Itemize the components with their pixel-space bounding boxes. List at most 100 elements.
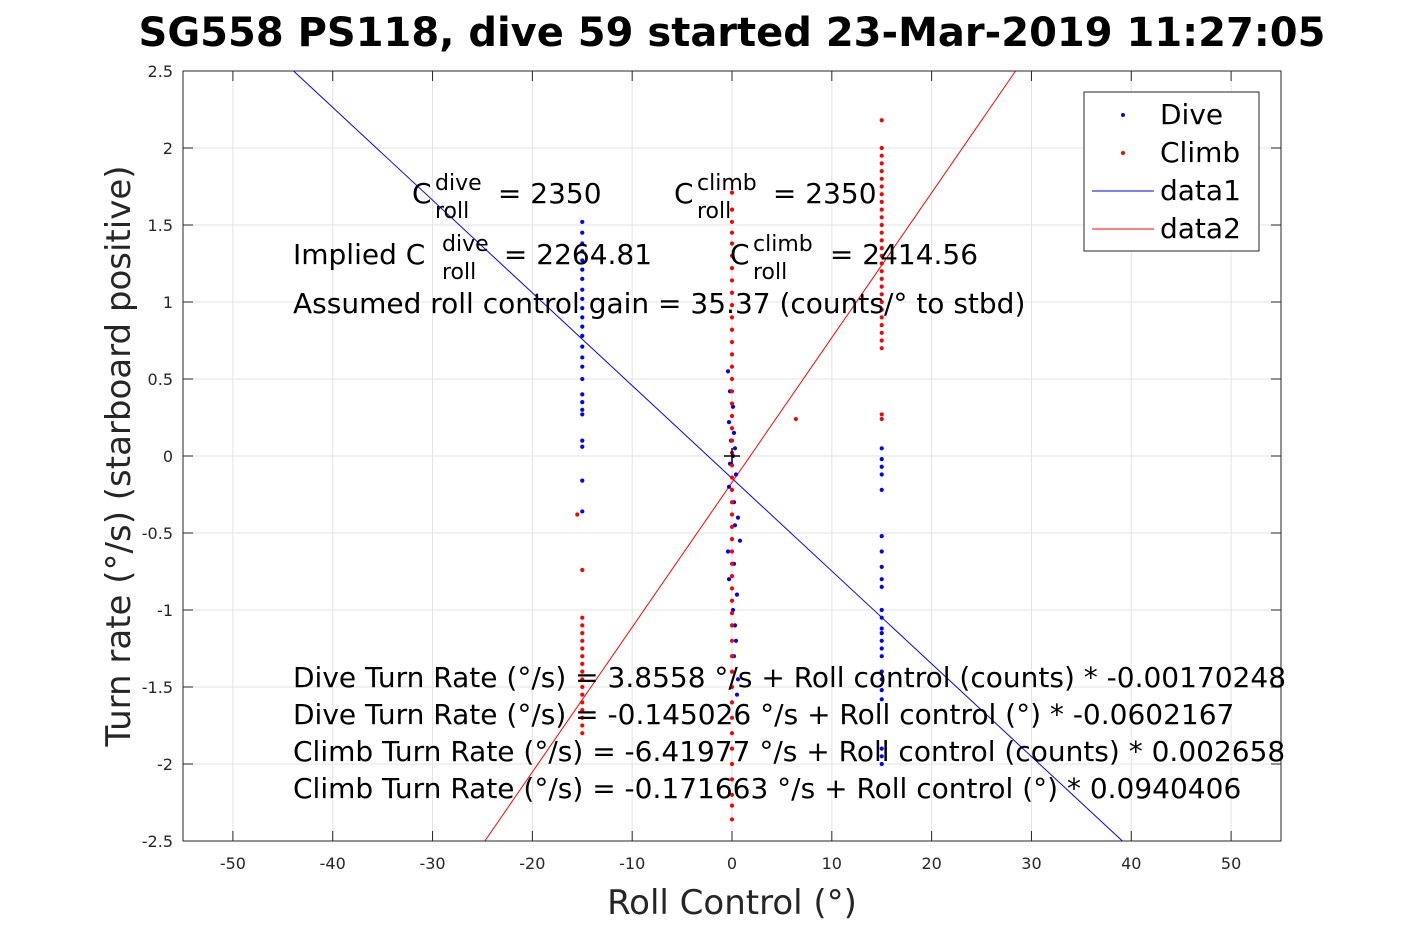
- chart-title: SG558 PS118, dive 59 started 23-Mar-2019…: [139, 10, 1326, 56]
- climb-point: [580, 677, 585, 682]
- climb-point: [580, 723, 585, 728]
- climb-point: [729, 241, 735, 246]
- climb-point: [729, 463, 735, 468]
- climb-point: [580, 567, 585, 573]
- climb-point: [729, 524, 735, 529]
- annotation-implied-dive-sup: dive: [442, 232, 489, 257]
- x-tick-label: -50: [220, 854, 246, 873]
- annotation-c-climb-base: C: [674, 177, 694, 210]
- climb-point: [729, 376, 735, 382]
- origin-marker: [724, 448, 740, 464]
- climb-point: [879, 261, 884, 266]
- annotation-implied-climb: C climb roll = 2414.56: [730, 232, 978, 285]
- dive-point: [879, 631, 884, 636]
- climb-point: [729, 761, 735, 767]
- climb-point: [729, 803, 735, 808]
- fit-line-data2: [484, 70, 1016, 842]
- dive-point: [580, 296, 585, 302]
- climb-point: [879, 169, 884, 174]
- annotation-c-dive-sup: dive: [435, 171, 482, 196]
- climb-point: [580, 684, 585, 690]
- data-points: [575, 118, 884, 822]
- annotation-implied-climb-sup: climb: [753, 232, 813, 257]
- dive-point: [580, 355, 585, 360]
- climb-point: [729, 715, 735, 720]
- dive-point: [735, 515, 741, 520]
- dive-point: [580, 219, 585, 225]
- dive-point: [879, 533, 884, 539]
- dive-point: [580, 315, 585, 320]
- dive-point: [733, 638, 739, 643]
- dive-point: [879, 564, 884, 569]
- climb-point: [729, 315, 735, 320]
- climb-point: [580, 692, 585, 697]
- dive-point: [879, 646, 884, 651]
- climb-point: [879, 276, 884, 281]
- climb-point: [580, 615, 585, 620]
- x-tick-label: 10: [822, 854, 842, 873]
- climb-point: [729, 413, 735, 419]
- dive-point: [726, 577, 732, 582]
- dive-point: [879, 615, 884, 620]
- x-tick-label: -40: [320, 854, 346, 873]
- annotation-c-climb-value: = 2350: [764, 177, 877, 210]
- legend-climb-marker: [1121, 151, 1125, 155]
- climb-point: [729, 792, 735, 797]
- climb-point: [729, 623, 735, 628]
- annotation-c-dive-base: C: [412, 177, 432, 210]
- climb-point: [879, 246, 884, 251]
- dive-point: [580, 258, 585, 263]
- y-tick-label: 2: [163, 139, 173, 158]
- annotation-implied-dive: Implied C dive roll = 2264.81: [293, 232, 652, 285]
- climb-point: [575, 512, 580, 517]
- y-axis-label: Turn rate (°/s) (starboard positive): [99, 165, 139, 747]
- dive-point: [879, 464, 884, 469]
- climb-point: [879, 176, 884, 181]
- tick-labels: -50 -40 -30 -20 -10 0 10 20 30 40 50-2.5-2-1.5-1-0…: [142, 62, 1281, 873]
- climb-point: [879, 292, 884, 297]
- dive-point: [580, 333, 585, 338]
- climb-point: [580, 631, 585, 636]
- climb-point: [879, 192, 884, 197]
- dive-point: [879, 456, 884, 462]
- dive-point: [879, 577, 884, 582]
- y-tick-label: -0.5: [142, 524, 173, 543]
- climb-point: [729, 487, 735, 492]
- climb-point: [729, 253, 735, 258]
- dive-point: [733, 472, 739, 477]
- climb-point: [729, 537, 735, 542]
- dive-point: [726, 484, 732, 489]
- climb-point: [879, 323, 884, 328]
- dive-point: [879, 487, 884, 492]
- climb-point: [580, 661, 585, 667]
- climb-point: [729, 389, 735, 394]
- annotation-eq-dive-counts: Dive Turn Rate (°/s) = 3.8558 °/s + Roll…: [293, 661, 1286, 694]
- dive-point: [735, 677, 741, 682]
- dive-point: [580, 276, 585, 281]
- climb-point: [793, 416, 798, 422]
- climb-point: [729, 500, 735, 505]
- x-tick-label: -30: [419, 854, 445, 873]
- climb-point: [729, 700, 735, 705]
- y-tick-label: 0: [163, 447, 173, 466]
- x-tick-label: 0: [727, 854, 737, 873]
- dive-point: [879, 626, 884, 631]
- climb-point: [580, 646, 585, 651]
- climb-point: [580, 700, 585, 705]
- climb-point: [729, 339, 735, 345]
- y-tick-label: 1: [163, 293, 173, 312]
- climb-point: [879, 253, 884, 258]
- dive-point: [580, 376, 585, 382]
- dive-point: [879, 472, 884, 477]
- climb-point: [879, 307, 884, 312]
- climb-point: [879, 199, 884, 204]
- climb-point: [580, 623, 585, 628]
- annotation-implied-dive-value: = 2264.81: [495, 238, 652, 271]
- climb-point: [729, 669, 735, 674]
- climb-point: [729, 731, 735, 736]
- climb-point: [879, 184, 884, 189]
- x-tick-label: 50: [1221, 854, 1241, 873]
- climb-point: [729, 598, 735, 603]
- climb-point: [580, 731, 585, 736]
- dive-point: [725, 369, 731, 374]
